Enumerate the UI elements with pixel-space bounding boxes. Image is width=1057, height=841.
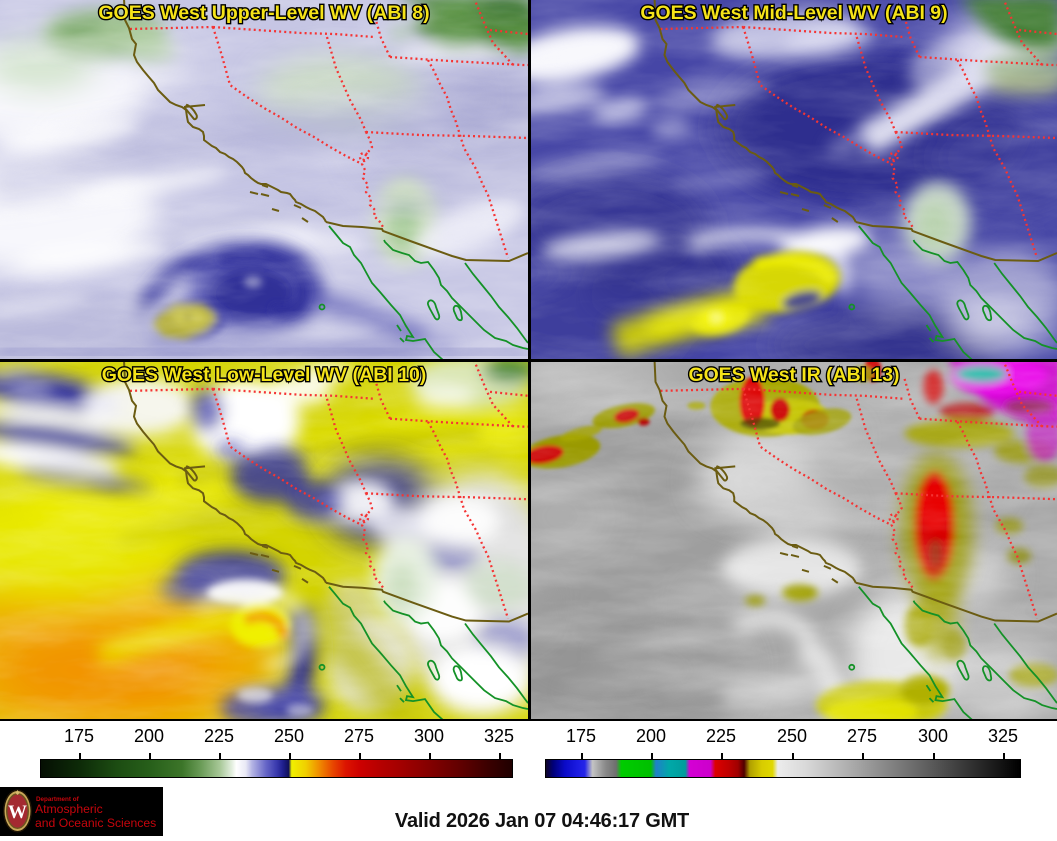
svg-text:GOES West Upper-Level WV (ABI: GOES West Upper-Level WV (ABI 8) — [98, 2, 429, 24]
svg-text:GOES West Mid-Level WV (ABI 9): GOES West Mid-Level WV (ABI 9) — [640, 2, 947, 24]
svg-text:Department of: Department of — [36, 796, 80, 803]
svg-text:W: W — [8, 802, 27, 823]
svg-text:GOES West IR (ABI 13): GOES West IR (ABI 13) — [688, 364, 899, 386]
svg-text:Atmospheric: Atmospheric — [35, 802, 103, 816]
svg-text:and Oceanic Sciences: and Oceanic Sciences — [35, 816, 156, 830]
svg-text:GOES West Low-Level WV (ABI 10: GOES West Low-Level WV (ABI 10) — [102, 364, 427, 386]
